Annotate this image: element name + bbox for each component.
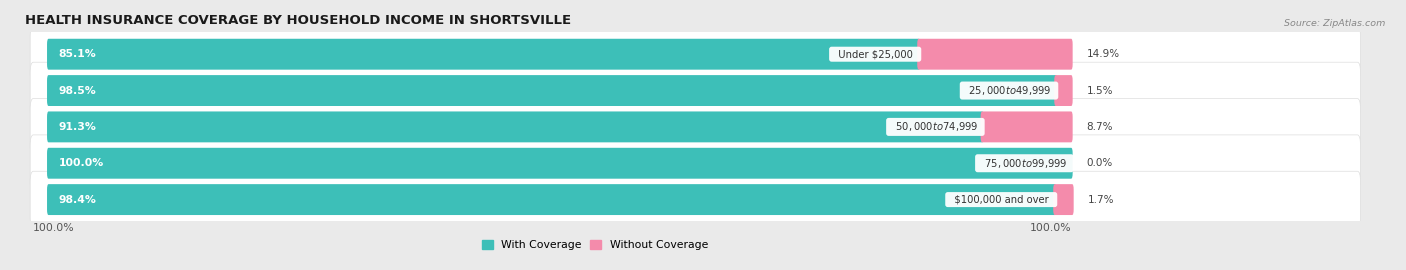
FancyBboxPatch shape [46, 148, 1073, 179]
Text: 8.7%: 8.7% [1087, 122, 1114, 132]
Text: 100.0%: 100.0% [59, 158, 104, 168]
Text: 98.4%: 98.4% [59, 195, 97, 205]
Text: $75,000 to $99,999: $75,000 to $99,999 [977, 157, 1071, 170]
Text: 100.0%: 100.0% [1029, 223, 1071, 233]
FancyBboxPatch shape [30, 99, 1361, 155]
FancyBboxPatch shape [46, 184, 1056, 215]
Text: $25,000 to $49,999: $25,000 to $49,999 [962, 84, 1056, 97]
FancyBboxPatch shape [980, 112, 1073, 142]
Text: 0.0%: 0.0% [1087, 158, 1112, 168]
Text: 98.5%: 98.5% [59, 86, 97, 96]
Text: 91.3%: 91.3% [59, 122, 97, 132]
Text: 1.5%: 1.5% [1087, 86, 1114, 96]
FancyBboxPatch shape [1054, 75, 1073, 106]
FancyBboxPatch shape [30, 62, 1361, 119]
Legend: With Coverage, Without Coverage: With Coverage, Without Coverage [482, 240, 709, 250]
Text: 1.7%: 1.7% [1087, 195, 1114, 205]
Text: 100.0%: 100.0% [34, 223, 75, 233]
FancyBboxPatch shape [917, 39, 1073, 70]
FancyBboxPatch shape [1053, 184, 1074, 215]
Text: $50,000 to $74,999: $50,000 to $74,999 [889, 120, 983, 133]
Text: Source: ZipAtlas.com: Source: ZipAtlas.com [1284, 19, 1385, 28]
Text: $100,000 and over: $100,000 and over [948, 195, 1054, 205]
FancyBboxPatch shape [30, 135, 1361, 192]
FancyBboxPatch shape [30, 171, 1361, 228]
FancyBboxPatch shape [46, 112, 984, 142]
FancyBboxPatch shape [30, 26, 1361, 83]
Text: HEALTH INSURANCE COVERAGE BY HOUSEHOLD INCOME IN SHORTSVILLE: HEALTH INSURANCE COVERAGE BY HOUSEHOLD I… [25, 14, 572, 27]
Text: 14.9%: 14.9% [1087, 49, 1119, 59]
Text: 85.1%: 85.1% [59, 49, 97, 59]
Text: Under $25,000: Under $25,000 [831, 49, 918, 59]
FancyBboxPatch shape [46, 75, 1057, 106]
FancyBboxPatch shape [46, 39, 921, 70]
